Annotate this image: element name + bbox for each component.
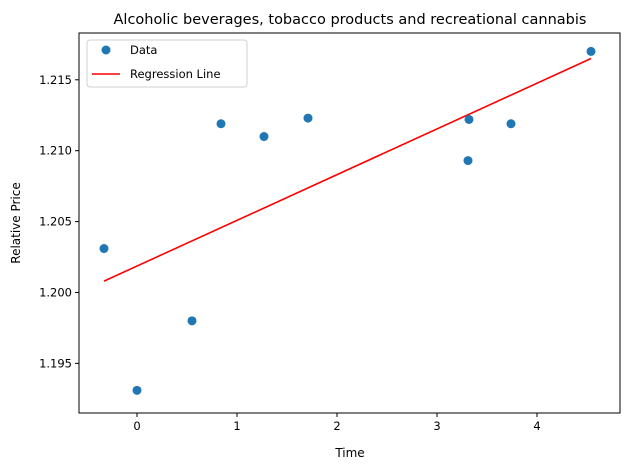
- data-point: [132, 385, 142, 395]
- y-tick-label: 1.200: [39, 285, 72, 299]
- regression-line: [103, 57, 592, 282]
- y-tick-label: 1.205: [39, 215, 72, 229]
- legend-marker-data: [101, 45, 111, 55]
- x-tick-label: 4: [533, 419, 540, 433]
- plot-area: [78, 32, 621, 414]
- data-point: [216, 119, 226, 129]
- legend-label-regression: Regression Line: [130, 67, 221, 81]
- chart-title: Alcoholic beverages, tobacco products an…: [114, 12, 587, 28]
- legend: Data Regression Line: [86, 39, 248, 88]
- y-axis-label: Relative Price: [9, 182, 23, 263]
- data-points-layer: [99, 46, 596, 395]
- x-axis-label: Time: [334, 446, 364, 460]
- data-point: [259, 132, 269, 142]
- y-tick-label: 1.215: [39, 73, 72, 87]
- legend-box: [86, 39, 248, 88]
- x-tick-label: 2: [333, 419, 340, 433]
- y-tick-label: 1.195: [39, 356, 72, 370]
- data-point: [463, 156, 473, 166]
- data-point: [586, 46, 596, 56]
- regression-layer: [103, 57, 592, 282]
- data-point: [187, 316, 197, 326]
- data-point: [99, 244, 109, 254]
- legend-label-data: Data: [130, 43, 157, 57]
- plot-frame: [78, 32, 621, 414]
- y-tick-label: 1.210: [39, 144, 72, 158]
- x-axis: 0 1 2 3 4: [133, 413, 541, 433]
- x-tick-label: 1: [233, 419, 240, 433]
- x-tick-label: 0: [133, 419, 140, 433]
- y-axis: 1.195 1.200 1.205 1.210 1.215: [39, 73, 79, 370]
- data-point: [506, 119, 516, 129]
- x-tick-label: 3: [433, 419, 440, 433]
- data-point: [303, 113, 313, 123]
- data-point: [464, 114, 474, 124]
